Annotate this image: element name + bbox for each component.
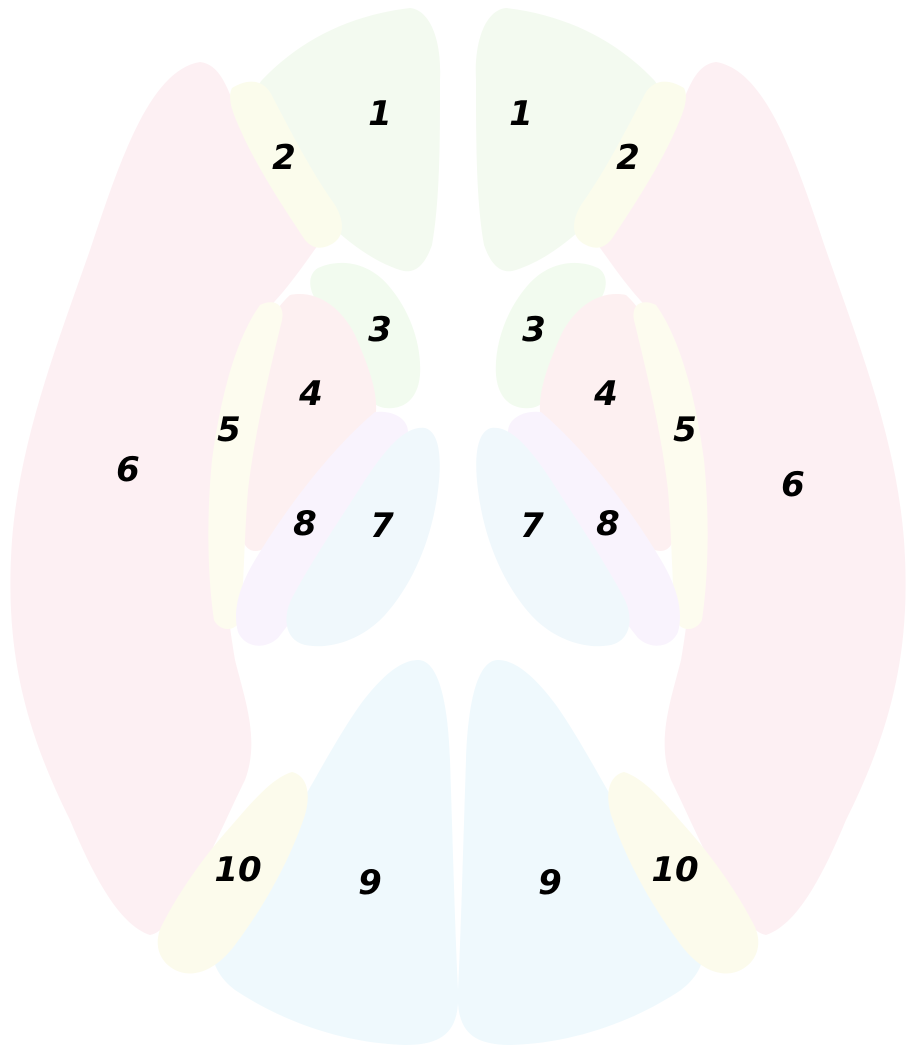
- region-left-1: [256, 8, 441, 272]
- region-right-3: [495, 262, 606, 409]
- region-right-6: [598, 62, 906, 935]
- region-right-5: [633, 302, 708, 629]
- region-left-4: [240, 294, 377, 551]
- label-right-7: 7: [520, 506, 544, 546]
- label-right-2: 2: [616, 138, 640, 178]
- label-right-4: 4: [593, 374, 618, 414]
- label-left-7: 7: [370, 506, 394, 546]
- region-right-7: [476, 427, 630, 647]
- region-right-4: [539, 294, 676, 551]
- region-left-5: [208, 302, 283, 629]
- region-left-3: [310, 262, 421, 409]
- label-left-2: 2: [272, 138, 296, 178]
- label-right-5: 5: [673, 410, 697, 450]
- region-labels: 1 1 2 2 3 3 4 4 5 5 6 6 7 7 8 8 9 9 10 1…: [116, 94, 805, 903]
- label-right-3: 3: [522, 310, 546, 350]
- region-right-1: [475, 8, 660, 272]
- region-left-9: [212, 660, 459, 1045]
- label-left-8: 8: [293, 504, 317, 544]
- region-left-2: [230, 81, 342, 248]
- region-left-6: [10, 62, 319, 935]
- label-right-8: 8: [596, 504, 620, 544]
- label-left-10: 10: [214, 850, 261, 890]
- region-left-10: [157, 772, 308, 974]
- label-left-3: 3: [368, 310, 392, 350]
- region-right-9: [457, 660, 704, 1045]
- label-right-1: 1: [509, 94, 533, 134]
- label-left-6: 6: [116, 450, 140, 490]
- label-left-4: 4: [298, 374, 323, 414]
- label-left-5: 5: [217, 410, 241, 450]
- label-left-1: 1: [368, 94, 392, 134]
- region-right-2: [574, 81, 686, 248]
- right-hemisphere: [457, 8, 906, 1045]
- label-right-10: 10: [651, 850, 698, 890]
- label-right-9: 9: [538, 863, 562, 903]
- label-left-9: 9: [358, 863, 382, 903]
- region-left-8: [235, 411, 408, 646]
- region-right-8: [508, 411, 681, 646]
- left-hemisphere: [10, 8, 459, 1045]
- label-right-6: 6: [781, 465, 805, 505]
- region-left-7: [286, 427, 440, 647]
- region-right-10: [608, 772, 759, 974]
